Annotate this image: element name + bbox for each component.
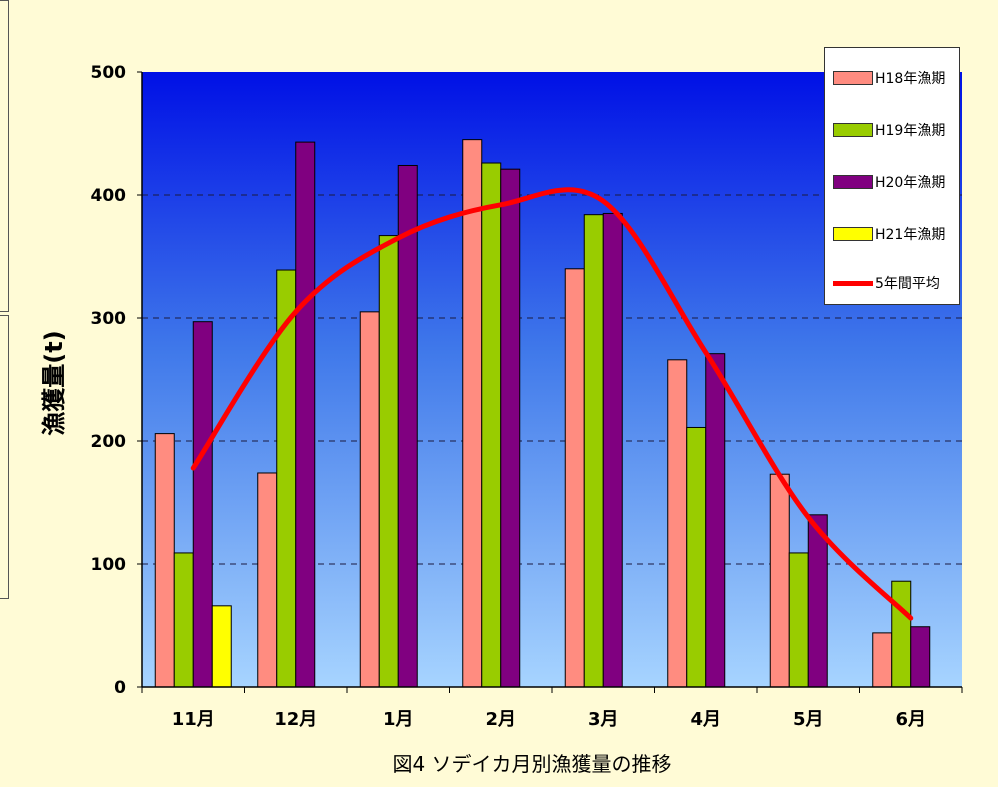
- bar-H18年漁期-5月: [769, 473, 790, 688]
- legend-item-h18: H18年漁期: [833, 67, 945, 89]
- line-series-average: [190, 187, 914, 621]
- bar-H18年漁期-11月: [154, 433, 175, 688]
- y-tick-label: 100: [91, 555, 127, 575]
- y-axis-label: 漁獲量(t): [40, 330, 68, 435]
- legend-swatch-h21: [833, 227, 873, 241]
- bar-H20年漁期-12月: [295, 141, 316, 688]
- legend-label-h18: H18年漁期: [875, 71, 946, 87]
- legend-item-h19: H19年漁期: [833, 119, 945, 141]
- y-tick-label: 500: [91, 63, 127, 83]
- bar-H20年漁期-11月: [192, 321, 213, 688]
- bar-H19年漁期-6月: [891, 580, 912, 688]
- y-tick-label: 0: [114, 678, 126, 698]
- x-tick-label: 12月: [274, 709, 317, 730]
- legend-label-h20: H20年漁期: [875, 175, 946, 191]
- y-tick-label: 400: [91, 186, 127, 206]
- x-tick-label: 5月: [793, 709, 824, 730]
- y-tick-label: 300: [91, 309, 127, 329]
- legend-item-h20: H20年漁期: [833, 171, 945, 193]
- x-tick-label: 4月: [690, 709, 721, 730]
- bar-H19年漁期-2月: [481, 162, 502, 688]
- x-tick-label: 6月: [895, 709, 926, 730]
- left-edge-frame-top: [0, 0, 9, 312]
- bar-H19年漁期-1月: [378, 235, 399, 688]
- x-tick-label: 1月: [383, 709, 414, 730]
- bar-H18年漁期-2月: [462, 139, 483, 688]
- bar-H20年漁期-5月: [807, 514, 828, 688]
- bar-H21年漁期-11月: [211, 605, 232, 688]
- bar-H18年漁期-6月: [872, 632, 893, 688]
- legend-swatch-h19: [833, 123, 873, 137]
- legend-label-h21: H21年漁期: [875, 227, 946, 243]
- legend-swatch-h18: [833, 71, 873, 85]
- legend: H18年漁期 H19年漁期 H20年漁期 H21年漁期 5年間平均: [824, 47, 960, 305]
- bar-H18年漁期-4月: [667, 359, 688, 688]
- bar-H18年漁期-3月: [564, 268, 585, 688]
- x-tick-label: 3月: [588, 709, 619, 730]
- left-edge-frame-bottom: [0, 315, 9, 599]
- bar-H20年漁期-4月: [705, 353, 726, 688]
- bar-H20年漁期-3月: [602, 212, 623, 688]
- chart-title: 図4 ソデイカ月別漁獲量の推移: [392, 752, 671, 776]
- bar-H19年漁期-5月: [788, 552, 809, 688]
- bar-H19年漁期-3月: [583, 214, 604, 688]
- bar-H20年漁期-1月: [397, 164, 418, 688]
- bar-H19年漁期-11月: [173, 552, 194, 688]
- bar-H18年漁期-1月: [359, 311, 380, 688]
- bar-H20年漁期-6月: [910, 626, 931, 688]
- y-tick-label: 200: [91, 432, 127, 452]
- legend-swatch-h20: [833, 175, 873, 189]
- bar-H18年漁期-12月: [257, 472, 278, 688]
- legend-label-h19: H19年漁期: [875, 123, 946, 139]
- legend-label-average: 5年間平均: [875, 276, 940, 292]
- bar-H20年漁期-2月: [500, 168, 521, 688]
- bar-H19年漁期-4月: [686, 426, 707, 688]
- x-tick-label: 2月: [485, 709, 516, 730]
- legend-item-h21: H21年漁期: [833, 223, 945, 245]
- legend-line-average: [833, 280, 873, 286]
- legend-item-average: 5年間平均: [833, 272, 940, 294]
- x-tick-label: 11月: [172, 709, 215, 730]
